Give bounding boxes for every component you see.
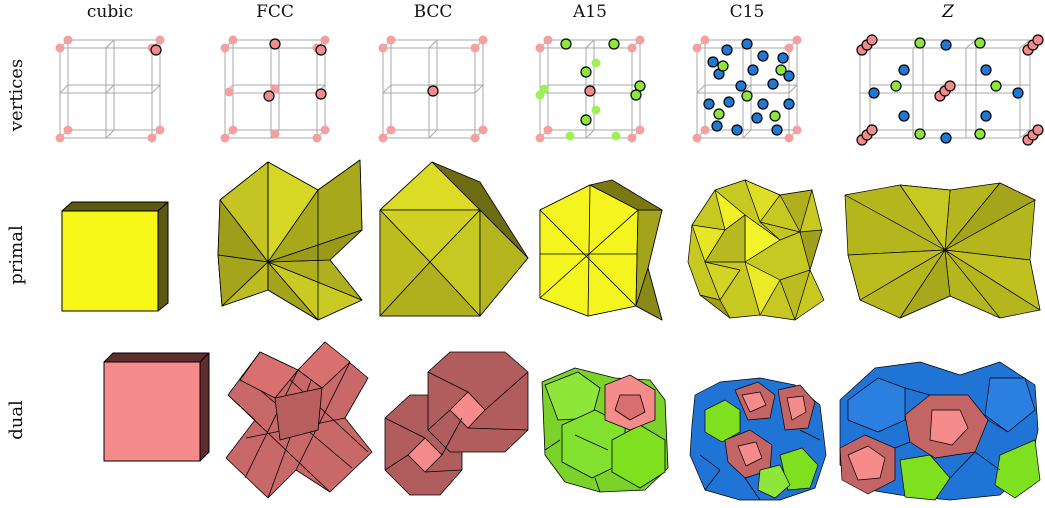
col-header-bcc: BCC	[414, 2, 453, 22]
primal-a15	[539, 179, 663, 321]
vertices-bcc	[378, 35, 488, 143]
col-header-a15: A15	[572, 2, 607, 22]
row-header-primal: primal	[6, 225, 27, 285]
primal-bcc	[379, 161, 529, 317]
dual-bcc	[384, 351, 529, 496]
dual-c15	[689, 377, 827, 501]
vertices-c15	[692, 35, 802, 143]
vertices-fcc	[220, 35, 330, 143]
dual-cubic	[103, 352, 210, 462]
primal-c15	[687, 179, 825, 321]
col-header-c15: C15	[730, 2, 765, 22]
dual-z	[839, 361, 1041, 501]
col-header-cubic: cubic	[87, 2, 133, 22]
primal-z	[844, 182, 1041, 319]
vertices-z	[856, 34, 1044, 146]
row-header-vertices: vertices	[6, 59, 27, 132]
col-header-fcc: FCC	[256, 2, 294, 22]
primal-fcc	[217, 159, 363, 321]
dual-a15	[541, 367, 669, 493]
dual-fcc	[225, 341, 373, 499]
vertices-cubic	[55, 35, 165, 143]
vertices-a15	[535, 35, 646, 143]
primal-cubic	[61, 201, 169, 312]
col-header-z: Z	[941, 2, 955, 22]
row-header-dual: dual	[6, 400, 27, 440]
